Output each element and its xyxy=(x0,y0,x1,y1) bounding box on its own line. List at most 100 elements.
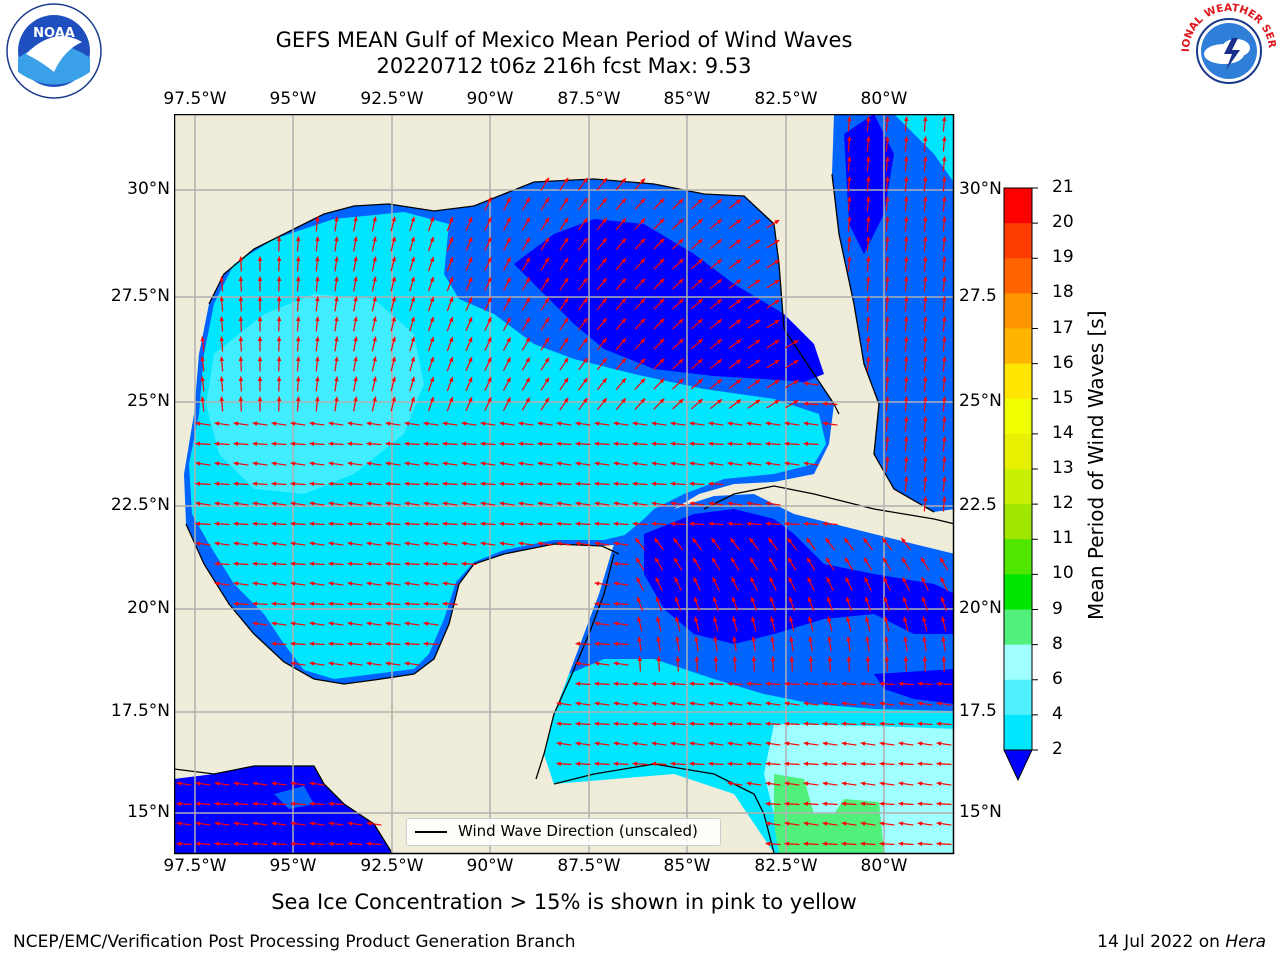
wave-arrow xyxy=(594,481,610,487)
wave-arrow xyxy=(347,541,363,546)
wave-arrow xyxy=(366,481,382,487)
wave-arrow xyxy=(766,259,780,269)
wave-arrow xyxy=(746,441,762,447)
wave-arrow-head xyxy=(410,316,416,322)
wave-arrow-head xyxy=(670,721,676,727)
wave-arrow-head xyxy=(866,316,871,322)
wave-arrow-head xyxy=(917,761,923,767)
wave-arrow xyxy=(409,376,416,392)
wave-arrow-head xyxy=(429,376,435,382)
wave-arrow-head xyxy=(347,621,353,626)
wave-arrow xyxy=(634,537,646,551)
wave-arrow-head xyxy=(563,277,569,283)
wave-arrow xyxy=(334,276,339,292)
wave-arrow-head xyxy=(556,501,562,506)
wave-arrow xyxy=(727,781,743,786)
lat-label: 27.5 xyxy=(959,286,997,306)
wave-arrow-head xyxy=(841,821,847,826)
wave-arrow-head xyxy=(826,557,831,563)
wave-arrow-head xyxy=(556,701,562,706)
wave-arrow-head xyxy=(656,616,661,622)
wave-arrow-head xyxy=(765,801,771,807)
wave-arrow xyxy=(252,461,268,466)
wave-arrow-head xyxy=(885,416,890,422)
wave-arrow xyxy=(257,356,263,372)
wave-arrow xyxy=(672,358,684,370)
wave-arrow xyxy=(728,299,742,309)
wave-arrow-head xyxy=(429,356,435,362)
wave-arrow-head xyxy=(353,316,358,322)
wave-arrow-head xyxy=(385,541,391,546)
wave-arrow xyxy=(195,781,211,786)
wave-arrow-head xyxy=(883,596,889,602)
wave-arrow-head xyxy=(716,379,722,384)
wave-arrow-head xyxy=(238,376,244,382)
wave-arrow-head xyxy=(654,538,659,543)
wave-arrow xyxy=(694,636,699,652)
wave-arrow xyxy=(674,576,682,592)
wave-arrow xyxy=(885,276,890,292)
wave-arrow-head xyxy=(594,681,600,687)
wave-arrow-head xyxy=(233,781,239,786)
wave-arrow xyxy=(502,257,512,271)
wave-arrow-head xyxy=(372,256,377,262)
wave-arrow-head xyxy=(865,636,870,642)
wave-arrow xyxy=(866,216,871,232)
wave-arrow xyxy=(923,396,928,412)
wave-arrow-head xyxy=(846,636,851,642)
wave-arrow xyxy=(689,441,705,447)
wave-arrow xyxy=(559,297,569,311)
wave-arrow-head xyxy=(518,461,524,466)
wave-arrow xyxy=(708,701,724,706)
wave-arrow xyxy=(728,279,742,289)
lon-label: 97.5°W xyxy=(163,89,227,109)
wave-arrow-head xyxy=(594,461,600,466)
wave-arrow xyxy=(252,441,268,447)
wave-arrow-head xyxy=(917,741,923,746)
wave-arrow xyxy=(427,276,435,292)
wave-arrow-head xyxy=(404,421,410,426)
wave-arrow-head xyxy=(195,781,201,786)
wave-arrow-head xyxy=(942,316,947,322)
wave-arrow xyxy=(732,616,738,632)
wave-arrow-head xyxy=(556,421,562,426)
noaa-logo: NOAA xyxy=(6,3,102,99)
wave-arrow xyxy=(371,276,377,292)
wave-arrow-head xyxy=(822,781,828,786)
wave-arrow-head xyxy=(461,421,467,426)
wave-arrow-head xyxy=(328,641,334,647)
wave-arrow xyxy=(803,721,819,727)
wave-arrow-head xyxy=(525,237,530,243)
wave-arrow xyxy=(257,376,263,392)
wave-arrow xyxy=(371,336,377,352)
wave-arrow-head xyxy=(582,177,588,183)
wave-arrow xyxy=(404,641,420,647)
wave-arrow-head xyxy=(271,521,277,527)
wave-arrow-head xyxy=(803,701,809,706)
wave-arrow xyxy=(480,481,496,487)
wave-arrow xyxy=(271,801,287,807)
wave-arrow-head xyxy=(885,136,890,142)
wave-arrow-head xyxy=(727,701,733,706)
wave-arrow-head xyxy=(448,377,454,382)
wave-arrow xyxy=(765,461,781,466)
wave-arrow-head xyxy=(942,236,947,242)
wave-arrow-head xyxy=(442,421,448,426)
lat-label: 15°N xyxy=(127,802,170,822)
wave-arrow-head xyxy=(295,236,301,242)
wave-arrow-head xyxy=(290,421,296,426)
wave-arrow-head xyxy=(391,396,396,402)
wave-arrow xyxy=(540,237,550,251)
wave-arrow xyxy=(903,636,908,652)
wave-arrow xyxy=(559,317,569,331)
wave-arrow-head xyxy=(765,761,771,767)
wave-arrow-head xyxy=(784,721,790,727)
wave-arrow-head xyxy=(257,296,263,301)
wave-arrow-head xyxy=(860,701,866,706)
wave-arrow-head xyxy=(366,481,372,487)
wave-arrow xyxy=(295,236,301,252)
wave-arrow-head xyxy=(404,641,410,647)
lon-label: 80°W xyxy=(860,856,908,876)
wave-arrow xyxy=(578,197,588,211)
wave-arrow-head xyxy=(640,178,646,184)
